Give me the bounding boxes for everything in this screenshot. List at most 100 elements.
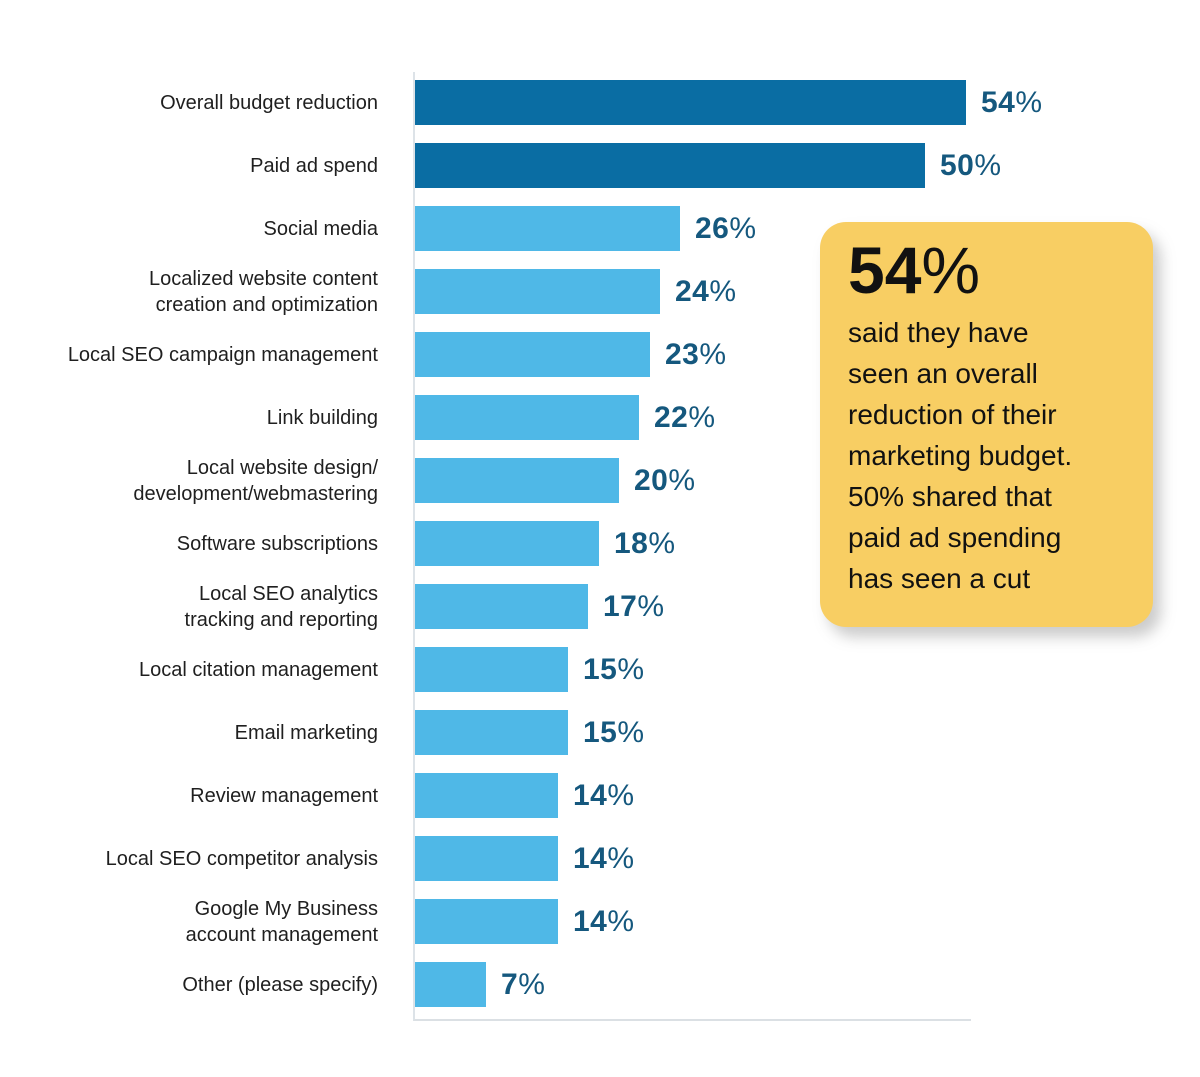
label-row: Overall budget reduction bbox=[0, 80, 378, 143]
bar bbox=[415, 521, 599, 566]
value-number: 17 bbox=[603, 589, 638, 623]
label-row: Link building bbox=[0, 395, 378, 458]
label-row: Local website design/ development/webmas… bbox=[0, 456, 378, 521]
bar bbox=[415, 143, 925, 188]
value-percent-sign: % bbox=[1015, 85, 1043, 119]
label-row: Other (please specify) bbox=[0, 962, 378, 1007]
bar-row: 14% bbox=[415, 836, 971, 899]
category-label: Social media bbox=[263, 217, 378, 240]
callout-headline: 54% bbox=[848, 233, 1127, 307]
value-percent-sign: % bbox=[688, 400, 716, 434]
value-number: 15 bbox=[583, 652, 618, 686]
value-label: 22% bbox=[654, 401, 716, 435]
bar-chart: Overall budget reduction Paid ad spend S… bbox=[0, 72, 1042, 1021]
category-labels-column: Overall budget reduction Paid ad spend S… bbox=[0, 72, 413, 1007]
bar bbox=[415, 269, 660, 314]
value-percent-sign: % bbox=[617, 715, 645, 749]
bar-row: 14% bbox=[415, 773, 971, 836]
label-row: Local SEO campaign management bbox=[0, 332, 378, 395]
value-number: 18 bbox=[614, 526, 649, 560]
bar-row: 15% bbox=[415, 710, 971, 773]
bar bbox=[415, 710, 568, 755]
category-label: Paid ad spend bbox=[250, 154, 378, 177]
category-label: Review management bbox=[190, 784, 378, 807]
bar bbox=[415, 206, 680, 251]
bar-row: 23% bbox=[415, 332, 971, 395]
value-percent-sign: % bbox=[709, 274, 737, 308]
label-row: Social media bbox=[0, 206, 378, 269]
callout-headline-number: 54 bbox=[848, 233, 922, 307]
value-percent-sign: % bbox=[974, 148, 1002, 182]
bar-row: 17% bbox=[415, 584, 971, 647]
category-label: Local website design/ development/webmas… bbox=[133, 456, 378, 505]
category-label: Local SEO campaign management bbox=[67, 343, 378, 366]
value-label: 17% bbox=[603, 590, 665, 624]
bar bbox=[415, 80, 966, 125]
value-percent-sign: % bbox=[607, 841, 635, 875]
value-number: 22 bbox=[654, 400, 689, 434]
value-percent-sign: % bbox=[699, 337, 727, 371]
bar-row: 7% bbox=[415, 962, 971, 1007]
value-percent-sign: % bbox=[607, 778, 635, 812]
category-label: Email marketing bbox=[234, 721, 378, 744]
value-label: 14% bbox=[573, 779, 635, 813]
value-label: 26% bbox=[695, 212, 757, 246]
value-label: 7% bbox=[501, 968, 545, 1002]
label-row: Google My Business account management bbox=[0, 898, 378, 962]
label-row: Software subscriptions bbox=[0, 521, 378, 584]
label-row: Review management bbox=[0, 773, 378, 836]
label-row: Local SEO analytics tracking and reporti… bbox=[0, 582, 378, 647]
value-label: 14% bbox=[573, 905, 635, 939]
label-row: Local SEO competitor analysis bbox=[0, 836, 378, 899]
value-percent-sign: % bbox=[607, 904, 635, 938]
callout-body-text: said they have seen an overall reduction… bbox=[848, 317, 1073, 594]
bar bbox=[415, 458, 619, 503]
value-label: 15% bbox=[583, 716, 645, 750]
category-label: Other (please specify) bbox=[182, 973, 378, 996]
value-label: 50% bbox=[940, 149, 1002, 183]
bar bbox=[415, 332, 650, 377]
bar-row: 15% bbox=[415, 647, 971, 710]
value-percent-sign: % bbox=[518, 967, 546, 1001]
value-label: 15% bbox=[583, 653, 645, 687]
bar-row: 50% bbox=[415, 143, 1001, 206]
category-label: Local SEO analytics tracking and reporti… bbox=[184, 582, 378, 631]
label-row: Local citation management bbox=[0, 647, 378, 710]
bar-row: 54% bbox=[415, 80, 1042, 143]
category-label: Link building bbox=[266, 406, 378, 429]
value-number: 24 bbox=[675, 274, 710, 308]
plot-area: 54% 50% 26% 24% 23% bbox=[413, 72, 1042, 1021]
category-label: Overall budget reduction bbox=[160, 91, 378, 114]
value-number: 14 bbox=[573, 841, 608, 875]
bar bbox=[415, 836, 558, 881]
value-number: 14 bbox=[573, 778, 608, 812]
value-number: 23 bbox=[665, 337, 700, 371]
value-number: 15 bbox=[583, 715, 618, 749]
category-label: Software subscriptions bbox=[176, 532, 378, 555]
label-row: Localized website content creation and o… bbox=[0, 267, 378, 332]
value-number: 20 bbox=[634, 463, 669, 497]
bar bbox=[415, 584, 588, 629]
value-number: 50 bbox=[940, 148, 975, 182]
category-label: Local citation management bbox=[138, 658, 378, 681]
value-percent-sign: % bbox=[668, 463, 696, 497]
category-label: Localized website content creation and o… bbox=[148, 267, 378, 316]
value-number: 14 bbox=[573, 904, 608, 938]
label-row: Paid ad spend bbox=[0, 143, 378, 206]
bar-row: 22% bbox=[415, 395, 971, 458]
bar bbox=[415, 395, 639, 440]
bar bbox=[415, 899, 558, 944]
value-label: 18% bbox=[614, 527, 676, 561]
value-percent-sign: % bbox=[648, 526, 676, 560]
value-percent-sign: % bbox=[729, 211, 757, 245]
bar-row: 20% bbox=[415, 458, 971, 521]
value-label: 14% bbox=[573, 842, 635, 876]
bar-row: 26% bbox=[415, 206, 971, 269]
value-percent-sign: % bbox=[637, 589, 665, 623]
value-label: 54% bbox=[981, 86, 1043, 120]
value-percent-sign: % bbox=[617, 652, 645, 686]
bar bbox=[415, 647, 568, 692]
highlight-callout: 54% said they have seen an overall reduc… bbox=[820, 222, 1153, 627]
label-row: Email marketing bbox=[0, 710, 378, 773]
